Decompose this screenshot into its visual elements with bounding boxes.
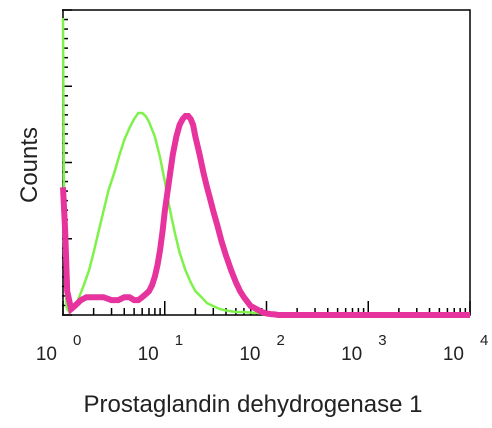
x-tick-label-exponent: 3 xyxy=(378,332,386,349)
x-tick-label-base: 10 xyxy=(138,344,159,365)
x-tick-label-exponent: 1 xyxy=(175,332,183,349)
histogram-series-2 xyxy=(60,113,470,318)
x-axis-title: Prostaglandin dehydrogenase 1 xyxy=(84,391,423,418)
x-tick-label-exponent: 2 xyxy=(277,332,285,349)
plot-frame xyxy=(62,9,471,316)
x-tick-label-exponent: 4 xyxy=(480,332,488,349)
x-tick-label-base: 10 xyxy=(239,344,260,365)
series-layer xyxy=(60,17,470,318)
y-axis-title: Counts xyxy=(16,127,43,203)
x-axis-tick-labels: 10 0 10 1 10 2 10 3 10 4 xyxy=(36,332,488,365)
x-tick-label-exponent: 0 xyxy=(73,332,81,349)
x-tick-label-base: 10 xyxy=(341,344,362,365)
histogram-series-1 xyxy=(61,17,470,317)
x-tick-label-base: 10 xyxy=(36,344,57,365)
x-tick-label-base: 10 xyxy=(443,344,464,365)
